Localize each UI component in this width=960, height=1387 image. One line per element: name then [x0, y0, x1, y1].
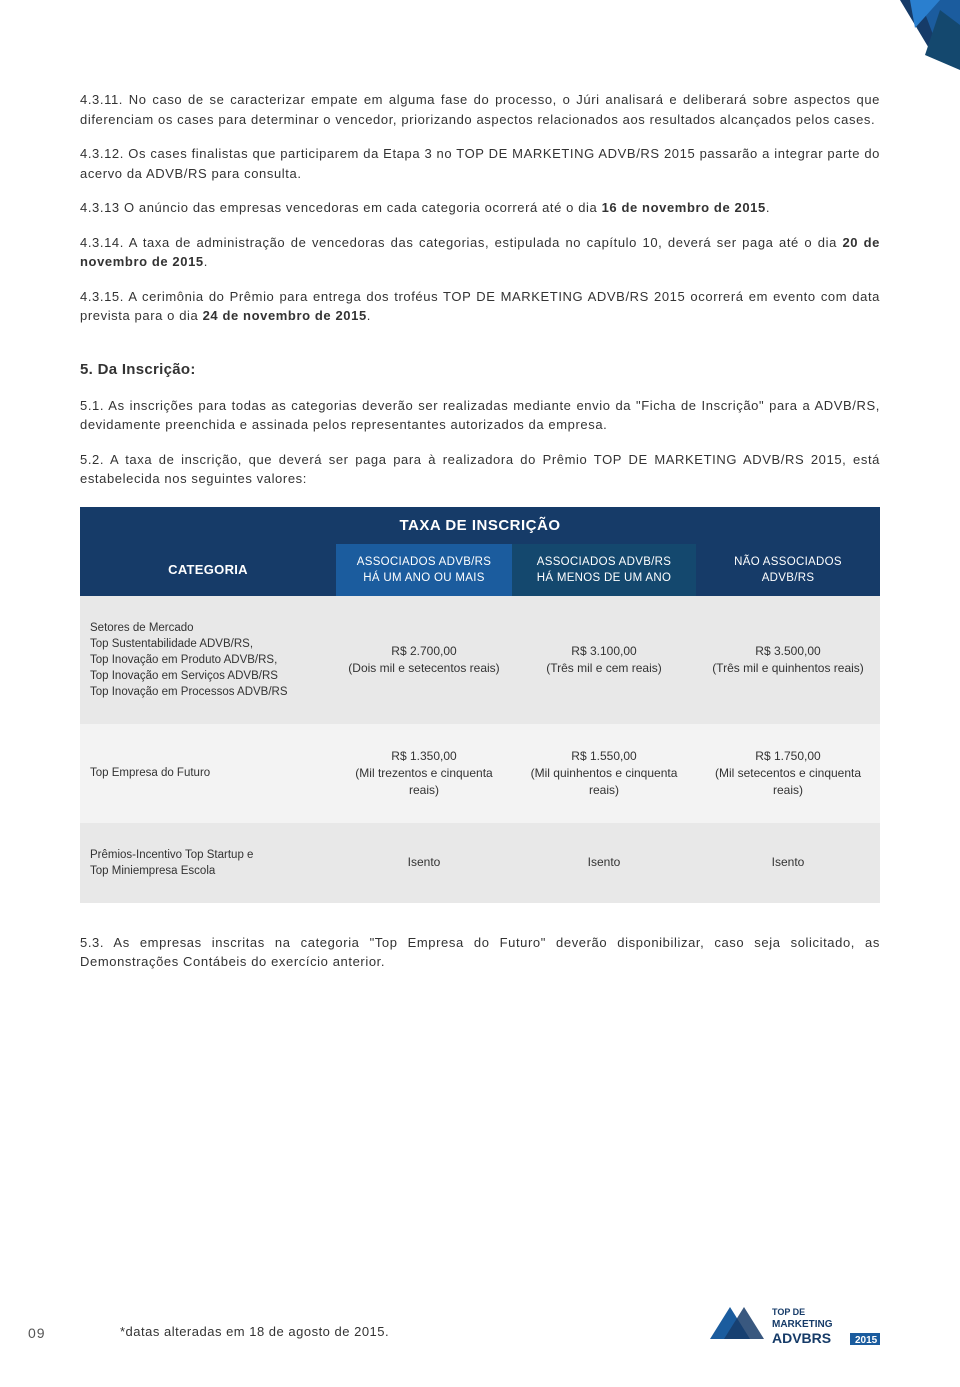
row1-price2: R$ 3.100,00 (Três mil e cem reais) — [512, 596, 696, 724]
header-col2: ASSOCIADOS ADVB/RS HÁ MENOS DE UM ANO — [512, 544, 696, 596]
paragraph-4314: 4.3.14. A taxa de administração de vence… — [80, 233, 880, 272]
text-4315-c: . — [367, 308, 371, 323]
table-row: Setores de Mercado Top Sustentabilidade … — [80, 596, 880, 724]
paragraph-51: 5.1. As inscrições para todas as categor… — [80, 396, 880, 435]
text-4314-a: 4.3.14. A taxa de administração de vence… — [80, 235, 842, 250]
row2-price3: R$ 1.750,00 (Mil setecentos e cinquenta … — [696, 724, 880, 822]
pricing-table: TAXA DE INSCRIÇÃO CATEGORIA ASSOCIADOS A… — [80, 507, 880, 903]
row3-price1: Isento — [336, 823, 512, 903]
text-4314-c: . — [204, 254, 208, 269]
row2-c2-price: R$ 1.550,00 — [571, 749, 636, 763]
text-4313-a: 4.3.13 O anúncio das empresas vencedoras… — [80, 200, 602, 215]
row1-desc: Setores de Mercado Top Sustentabilidade … — [80, 596, 336, 724]
logo-line1: TOP DE — [772, 1307, 805, 1317]
row3-c2-price: Isento — [588, 855, 621, 869]
table-header-row: CATEGORIA ASSOCIADOS ADVB/RS HÁ UM ANO O… — [80, 544, 880, 596]
logo-line3: ADVBRS — [772, 1330, 831, 1346]
row2-desc: Top Empresa do Futuro — [80, 724, 336, 822]
row1-c3-price: R$ 3.500,00 — [755, 644, 820, 658]
row3-desc-l2: Top Miniempresa Escola — [90, 865, 215, 877]
footnote: *datas alteradas em 18 de agosto de 2015… — [120, 1324, 389, 1339]
paragraph-52: 5.2. A taxa de inscrição, que deverá ser… — [80, 450, 880, 489]
row3-price2: Isento — [512, 823, 696, 903]
row2-desc-l1: Top Empresa do Futuro — [90, 767, 210, 779]
row3-c3-price: Isento — [772, 855, 805, 869]
header-col1-line1: ASSOCIADOS ADVB/RS — [357, 556, 492, 568]
text-4313-date: 16 de novembro de 2015 — [602, 200, 766, 215]
table-title: TAXA DE INSCRIÇÃO — [80, 507, 880, 544]
header-col1: ASSOCIADOS ADVB/RS HÁ UM ANO OU MAIS — [336, 544, 512, 596]
page-number: 09 — [28, 1325, 46, 1341]
header-col3-line1: NÃO ASSOCIADOS — [734, 556, 842, 568]
logo-year: 2015 — [855, 1335, 878, 1346]
row2-price2: R$ 1.550,00 (Mil quinhentos e cinquenta … — [512, 724, 696, 822]
table-title-row: TAXA DE INSCRIÇÃO — [80, 507, 880, 544]
paragraph-53: 5.3. As empresas inscritas na categoria … — [80, 933, 880, 972]
row1-desc-l1: Setores de Mercado — [90, 622, 194, 634]
logo-line2: MARKETING — [772, 1319, 833, 1330]
row2-price1: R$ 1.350,00 (Mil trezentos e cinquenta r… — [336, 724, 512, 822]
paragraph-4313: 4.3.13 O anúncio das empresas vencedoras… — [80, 198, 880, 218]
header-col3-line2: ADVB/RS — [762, 572, 815, 584]
paragraph-4311: 4.3.11. No caso de se caracterizar empat… — [80, 90, 880, 129]
row2-c3-words: (Mil setecentos e cinquenta reais) — [715, 766, 861, 797]
header-col2-line2: HÁ MENOS DE UM ANO — [537, 572, 671, 584]
header-col2-line1: ASSOCIADOS ADVB/RS — [537, 556, 672, 568]
row1-desc-l4: Top Inovação em Serviços ADVB/RS — [90, 670, 278, 682]
row1-c2-words: (Três mil e cem reais) — [546, 661, 662, 675]
row1-c1-words: (Dois mil e setecentos reais) — [348, 661, 499, 675]
row1-c2-price: R$ 3.100,00 — [571, 644, 636, 658]
row2-c3-price: R$ 1.750,00 — [755, 749, 820, 763]
page-content: 4.3.11. No caso de se caracterizar empat… — [0, 0, 960, 1017]
table-row: Top Empresa do Futuro R$ 1.350,00 (Mil t… — [80, 724, 880, 822]
row1-c3-words: (Três mil e quinhentos reais) — [712, 661, 864, 675]
text-4313-c: . — [766, 200, 770, 215]
paragraph-4315: 4.3.15. A cerimônia do Prêmio para entre… — [80, 287, 880, 326]
text-4315-a: 4.3.15. A cerimônia do Prêmio para entre… — [80, 289, 880, 324]
row1-desc-l5: Top Inovação em Processos ADVB/RS — [90, 686, 288, 698]
row2-c2-words: (Mil quinhentos e cinquenta reais) — [531, 766, 678, 797]
header-col1-line2: HÁ UM ANO OU MAIS — [363, 572, 484, 584]
row2-c1-words: (Mil trezentos e cinquenta reais) — [355, 766, 492, 797]
section-5-heading: 5. Da Inscrição: — [80, 361, 880, 378]
row1-c1-price: R$ 2.700,00 — [391, 644, 456, 658]
header-col3: NÃO ASSOCIADOS ADVB/RS — [696, 544, 880, 596]
corner-decoration — [840, 0, 960, 100]
header-category: CATEGORIA — [80, 544, 336, 596]
row1-price3: R$ 3.500,00 (Três mil e quinhentos reais… — [696, 596, 880, 724]
row3-desc: Prêmios-Incentivo Top Startup e Top Mini… — [80, 823, 336, 903]
paragraph-4312: 4.3.12. Os cases finalistas que particip… — [80, 144, 880, 183]
row1-desc-l2: Top Sustentabilidade ADVB/RS, — [90, 638, 253, 650]
row3-desc-l1: Prêmios-Incentivo Top Startup e — [90, 849, 253, 861]
row1-desc-l3: Top Inovação em Produto ADVB/RS, — [90, 654, 277, 666]
table-row: Prêmios-Incentivo Top Startup e Top Mini… — [80, 823, 880, 903]
logo-advb: TOP DE MARKETING ADVBRS 2015 — [710, 1299, 890, 1359]
row3-price3: Isento — [696, 823, 880, 903]
row3-c1-price: Isento — [408, 855, 441, 869]
text-4315-date: 24 de novembro de 2015 — [203, 308, 367, 323]
row1-price1: R$ 2.700,00 (Dois mil e setecentos reais… — [336, 596, 512, 724]
row2-c1-price: R$ 1.350,00 — [391, 749, 456, 763]
